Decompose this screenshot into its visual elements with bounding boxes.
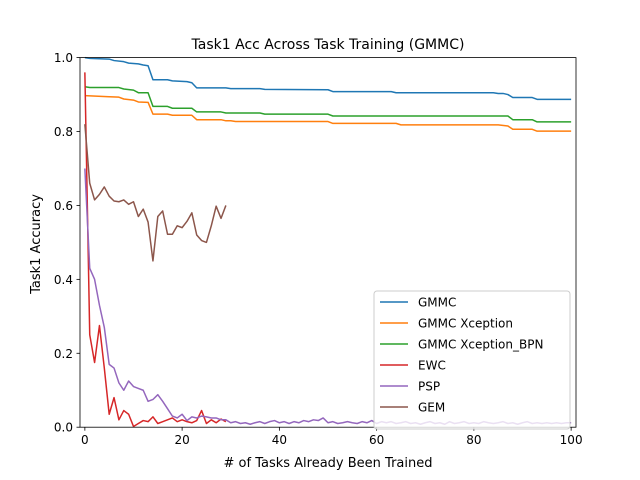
- series-line-gmmc-xception-bpn: [84, 86, 572, 123]
- legend-label: GMMC: [418, 296, 456, 310]
- legend-label: GMMC Xception_BPN: [418, 338, 543, 352]
- series-line-gmmc-xception: [84, 94, 572, 132]
- series-line-gem: [84, 124, 227, 262]
- legend-label: GEM: [418, 401, 445, 415]
- series-line-gmmc: [84, 56, 572, 101]
- legend-box: [373, 290, 571, 430]
- x-axis-label: # of Tasks Already Been Trained: [224, 456, 433, 471]
- legend: GMMC GMMC Xception GMMC Xception_BPN EWC PSP…: [373, 290, 571, 430]
- series-line-ewc: [84, 72, 227, 428]
- x-tick-label: 40: [272, 433, 287, 447]
- legend-label: PSP: [418, 380, 440, 394]
- legend-label: GMMC Xception: [418, 317, 513, 331]
- y-tick-label: 0.6: [54, 199, 73, 213]
- ticks: 0 20 40 60 80 100 0.0 0.2 0.4 0.6 0.8 1.0: [54, 51, 583, 447]
- x-tick-label: 100: [560, 433, 583, 447]
- legend-label: EWC: [418, 359, 446, 373]
- x-tick-label: 0: [81, 433, 89, 447]
- y-axis-label: Task1 Accuracy: [29, 194, 44, 295]
- x-tick-label: 80: [466, 433, 481, 447]
- y-tick-label: 0.4: [54, 273, 73, 287]
- axes-border: [79, 57, 577, 428]
- y-tick-label: 0.8: [54, 125, 73, 139]
- chart-title: Task1 Acc Across Task Training (GMMC): [191, 37, 465, 53]
- y-tick-label: 0.0: [54, 421, 73, 435]
- y-tick-label: 0.2: [54, 347, 73, 361]
- axes-frame: [79, 57, 577, 428]
- x-tick-label: 60: [369, 433, 384, 447]
- x-tick-label: 20: [174, 433, 189, 447]
- y-tick-label: 1.0: [54, 51, 73, 65]
